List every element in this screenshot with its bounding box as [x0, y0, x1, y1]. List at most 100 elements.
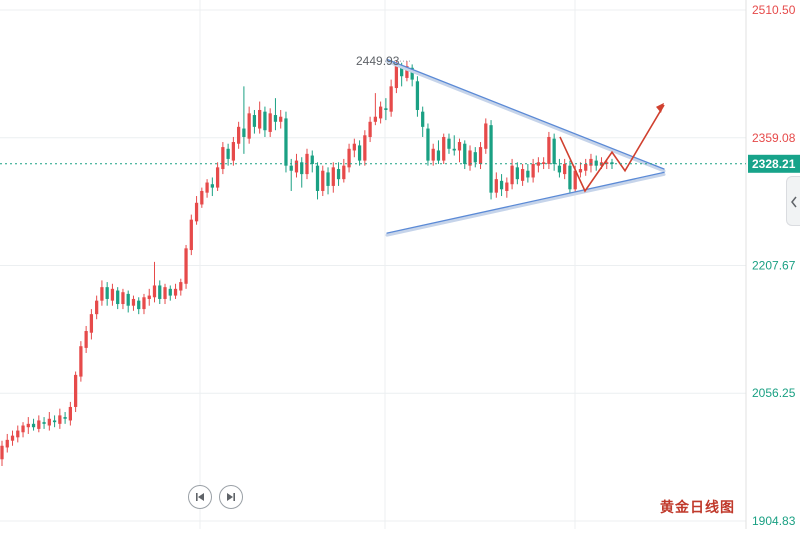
candle-body [284, 118, 288, 166]
candle-body [221, 147, 225, 170]
candle-body [373, 116, 377, 122]
next-button[interactable] [219, 485, 243, 509]
candle-body [173, 288, 178, 296]
candle-body [389, 86, 393, 112]
candle-body [447, 138, 451, 149]
candle-body [0, 445, 4, 460]
candle-body [68, 406, 72, 421]
candle-body [473, 152, 477, 163]
candle-body [37, 420, 41, 429]
candle-body [210, 184, 214, 188]
candle-body [268, 113, 272, 132]
candle-body [126, 293, 130, 306]
candle-body [147, 295, 151, 299]
candle-body [79, 346, 83, 377]
high-marker-label: 2449.93 [356, 54, 400, 68]
candle-body [594, 160, 598, 166]
candle-body [463, 143, 467, 164]
candle-body [578, 169, 583, 173]
candle-body [384, 108, 388, 110]
candle-body [100, 287, 104, 301]
projection-path [559, 104, 665, 193]
candle-body [252, 115, 257, 127]
candle-body [168, 288, 172, 296]
candle-body [568, 165, 572, 190]
candle-body [194, 202, 199, 222]
candle-body [442, 136, 446, 161]
chart-watermark: 黄金日线图 [660, 500, 735, 516]
candle-body [468, 150, 472, 166]
candle-body [26, 423, 30, 428]
candle-body [42, 422, 46, 424]
projection-arrowhead [656, 102, 664, 113]
current-price-label: 2328.21 [752, 157, 796, 171]
candle-body [310, 155, 314, 164]
candle-body [279, 116, 283, 122]
candle-body [452, 148, 456, 151]
candle-body [5, 439, 9, 448]
candle-body [542, 162, 546, 164]
candle-body [515, 167, 519, 180]
candle-body [184, 248, 188, 284]
skip-previous-icon [196, 493, 204, 501]
side-panel-toggle[interactable] [786, 176, 800, 226]
current-price-badge [748, 154, 800, 173]
candle-body [478, 147, 483, 164]
candle-body [16, 430, 20, 438]
candle-body [347, 148, 351, 168]
candle-body [179, 282, 183, 291]
candle-body [137, 300, 141, 310]
candle-body [499, 180, 504, 190]
candle-body [273, 115, 278, 122]
candle-body [368, 121, 372, 137]
candle-body [158, 285, 162, 299]
y-tick-label: 2359.08 [752, 131, 796, 145]
candle-body [415, 81, 420, 110]
candle-body [531, 163, 535, 178]
candle-body [431, 148, 435, 161]
candle-body [294, 160, 299, 173]
candle-body [410, 67, 414, 80]
candle-body [89, 314, 94, 333]
candle-body [563, 163, 567, 175]
candle-body [205, 182, 209, 193]
y-tick-label: 2207.67 [752, 258, 796, 272]
candle-body [142, 297, 146, 310]
candle-body [510, 165, 514, 185]
trendline-shadow [385, 172, 666, 237]
candle-body [47, 418, 51, 426]
candle-body [131, 298, 136, 306]
candle-body [584, 163, 588, 171]
candle-body [110, 288, 115, 301]
candle-body [300, 162, 304, 175]
candle-body [121, 292, 125, 305]
candle-body [189, 219, 193, 251]
candle-body [520, 169, 525, 181]
candle-body [152, 285, 157, 298]
candle-body [610, 162, 614, 164]
candle-body [357, 145, 362, 161]
candle-body [242, 128, 246, 137]
candle-body [352, 143, 356, 151]
candle-body [95, 300, 99, 315]
candle-body [605, 162, 609, 164]
candle-body [552, 138, 556, 164]
candle-body [84, 331, 88, 348]
candle-body [326, 172, 330, 186]
prev-button[interactable] [188, 485, 212, 509]
candle-body [10, 435, 15, 441]
candle-body [258, 109, 262, 129]
candle-body [484, 123, 488, 149]
candle-body [237, 126, 241, 144]
candle-body [116, 290, 120, 305]
candle-body [547, 136, 551, 164]
candle-body [215, 167, 220, 188]
candle-body [247, 113, 251, 139]
candle-body [315, 165, 320, 191]
candle-body [426, 128, 430, 161]
candle-body [321, 170, 325, 191]
candle-body [331, 167, 335, 186]
candle-body [505, 182, 509, 191]
